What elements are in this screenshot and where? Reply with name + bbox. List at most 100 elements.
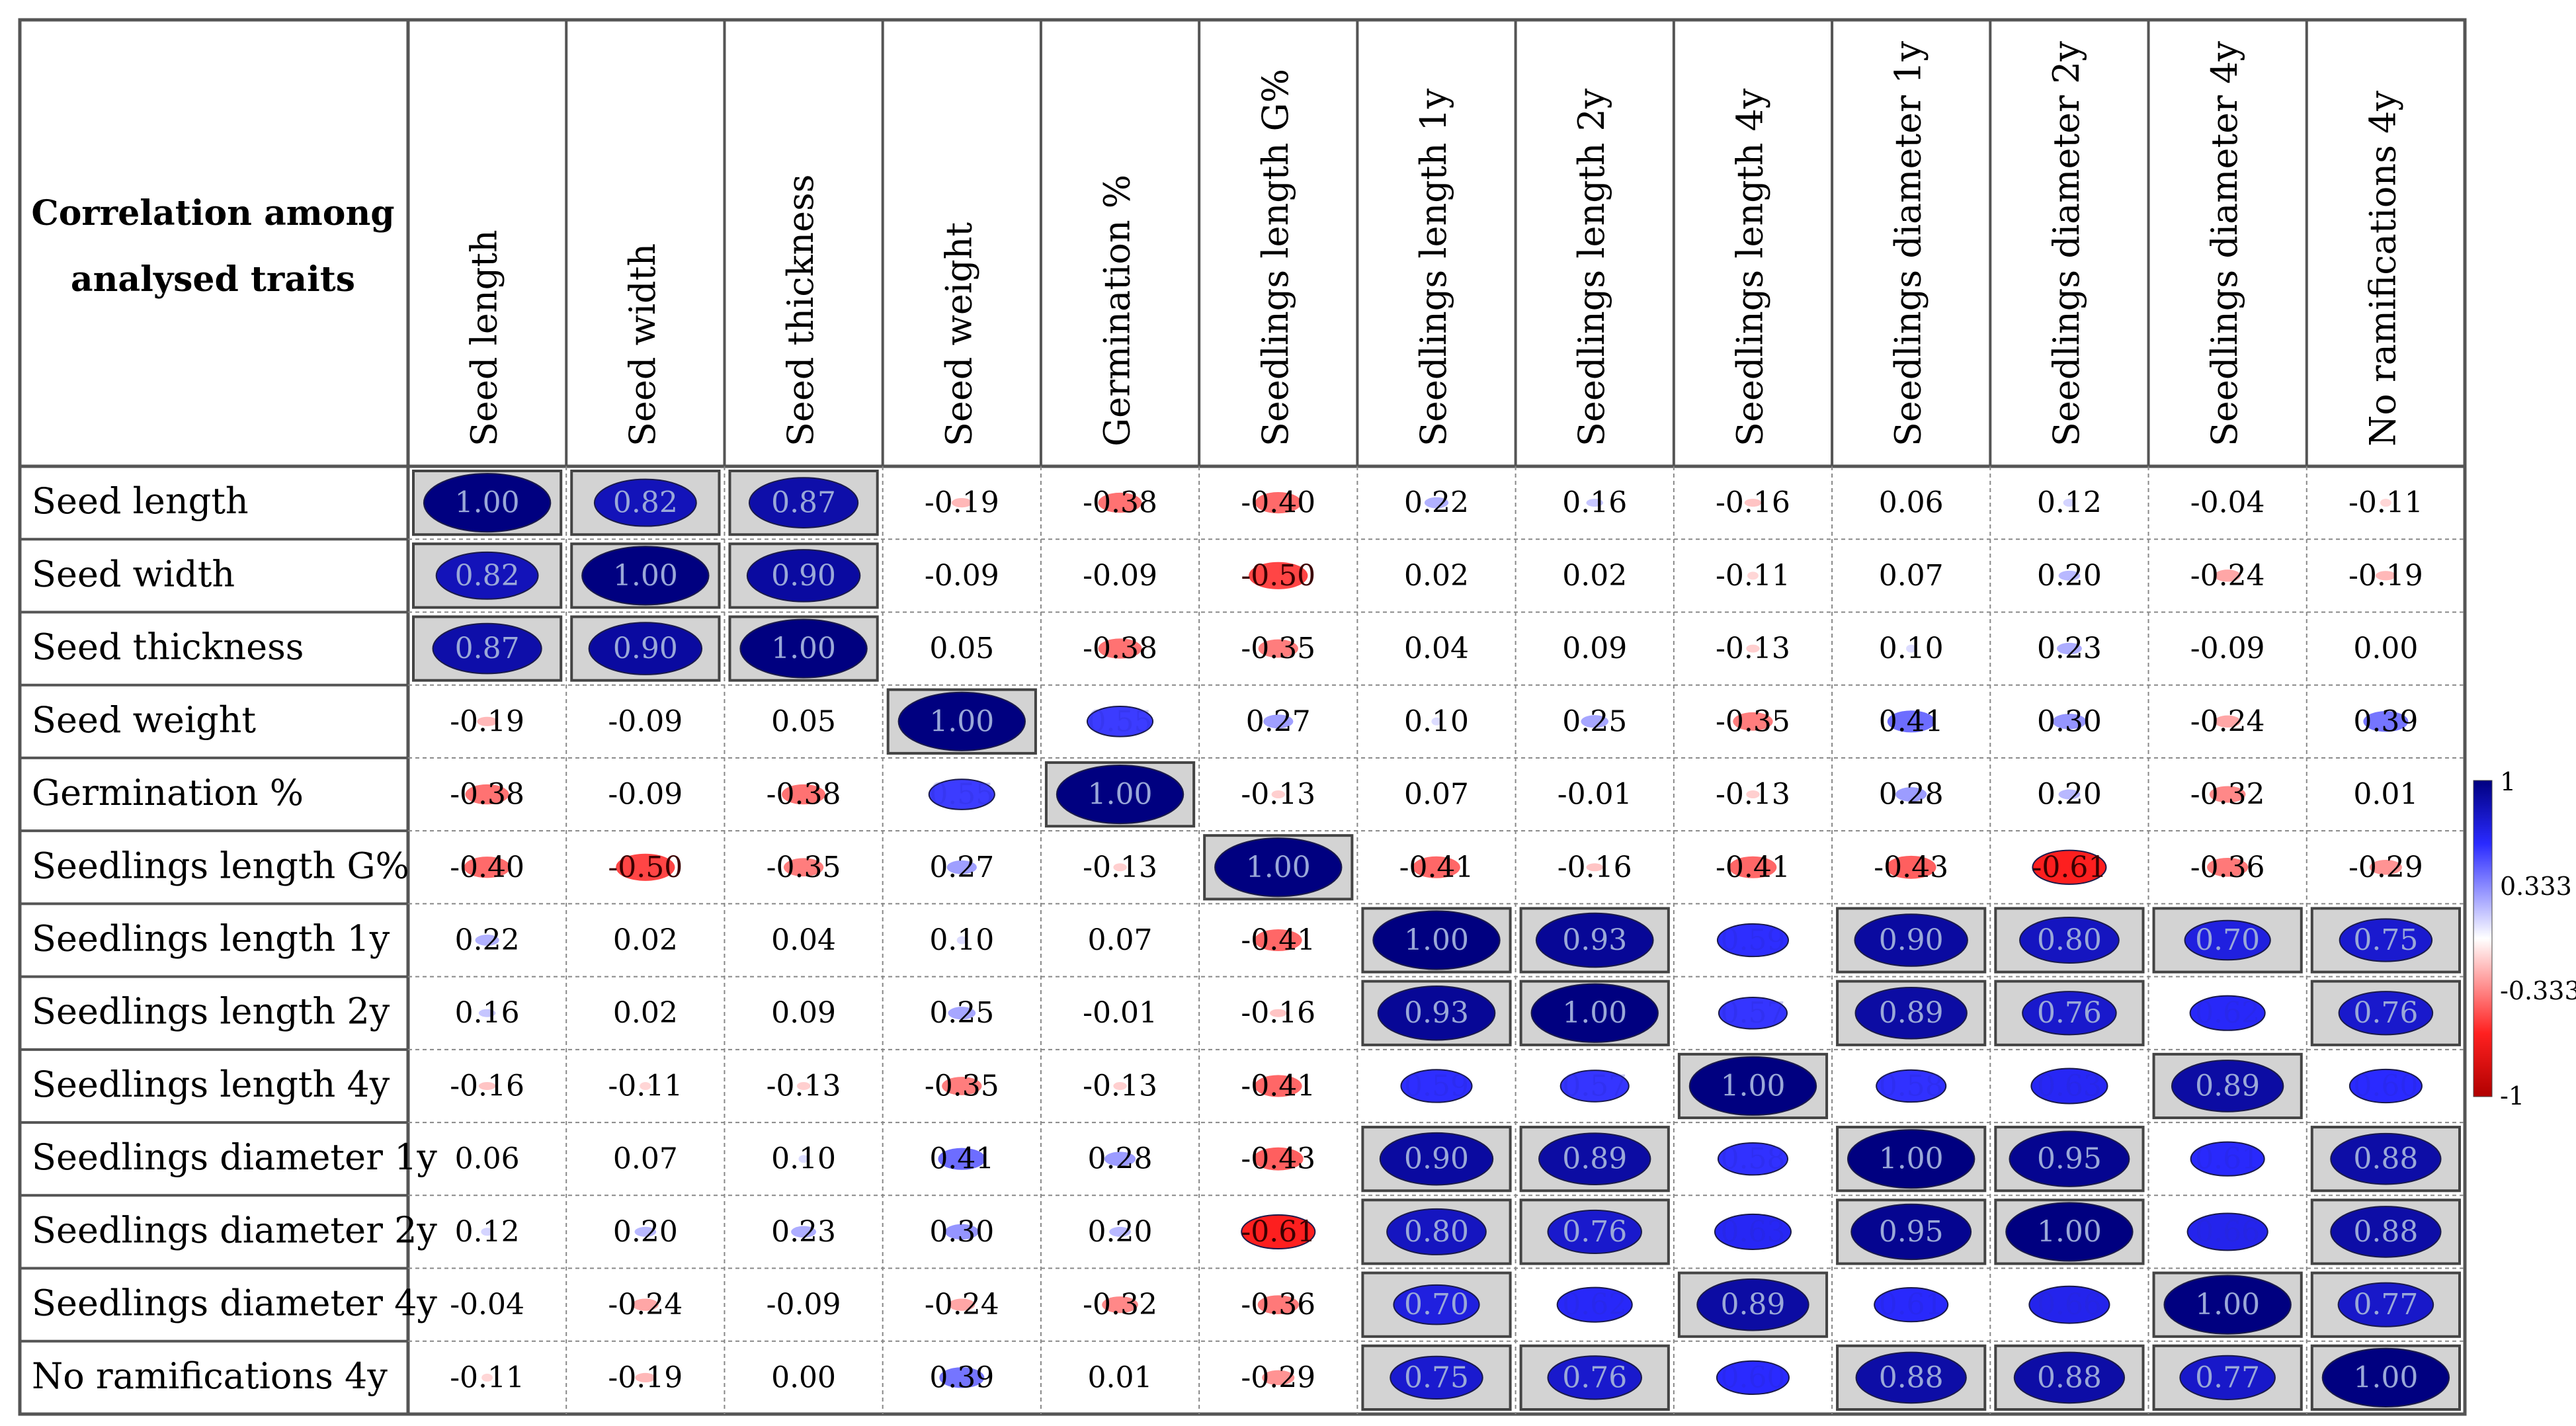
cell-seedlings-length-4y-x-seed-weight: -0.35 xyxy=(925,1069,999,1103)
cell-no-ramifications-4y-x-seed-thickness: 0.00 xyxy=(771,1361,836,1394)
cell-seedlings-diameter-2y-x-seed-thickness: 0.23 xyxy=(771,1215,836,1249)
correlation-ellipse xyxy=(2207,857,2249,877)
cell-no-ramifications-4y-x-seedlings-length-gpct: -0.29 xyxy=(1241,1361,1315,1394)
cell-seedlings-diameter-4y-x-seedlings-length-1y: 0.70 xyxy=(1404,1288,1469,1321)
correlation-ellipse xyxy=(1547,1355,1642,1400)
cell-no-ramifications-4y-x-germination-pct: 0.01 xyxy=(1088,1361,1153,1394)
correlation-ellipse xyxy=(1086,705,1154,737)
correlation-ellipse xyxy=(2022,991,2117,1036)
cell-no-ramifications-4y-x-seedlings-diameter-4y: 0.77 xyxy=(2195,1361,2260,1394)
correlation-ellipse xyxy=(1372,910,1501,970)
cell-seedlings-length-4y-x-seed-length: -0.16 xyxy=(450,1069,524,1103)
cell-seedlings-diameter-1y-x-no-ramifications-4y: 0.88 xyxy=(2353,1142,2418,1176)
cell-seedlings-length-2y-x-germination-pct: -0.01 xyxy=(1083,996,1157,1030)
correlation-ellipse xyxy=(1270,1009,1287,1017)
cell-germination-pct-x-seedlings-length-2y: -0.01 xyxy=(1558,778,1632,812)
row-label-germination-pct: Germination % xyxy=(32,772,304,814)
table-title: Correlation among analysed traits xyxy=(31,193,394,300)
correlation-ellipse xyxy=(1744,499,1762,507)
correlation-ellipse xyxy=(1556,1286,1633,1323)
correlation-ellipse xyxy=(1098,638,1142,659)
cell-no-ramifications-4y-x-seed-width: -0.19 xyxy=(608,1361,683,1394)
cell-germination-pct-x-seed-weight: 0.55 xyxy=(929,778,994,812)
cell-seedlings-length-4y-x-seedlings-diameter-4y: 0.89 xyxy=(2195,1069,2260,1103)
row-label-seed-length: Seed length xyxy=(32,480,249,522)
row-label-seedlings-length-gpct: Seedlings length G% xyxy=(32,845,409,886)
correlation-ellipse xyxy=(1249,562,1308,589)
correlation-ellipse xyxy=(1874,1287,1949,1323)
cell-no-ramifications-4y-x-seedlings-diameter-1y: 0.88 xyxy=(1879,1361,1944,1394)
correlation-ellipse xyxy=(2214,715,2241,728)
correlation-ellipse xyxy=(1113,1081,1127,1090)
correlation-ellipse xyxy=(465,784,509,805)
cell-seedlings-length-1y-x-seed-width: 0.02 xyxy=(613,923,678,957)
cell-seedlings-length-4y-x-seedlings-length-gpct: -0.41 xyxy=(1241,1069,1315,1103)
cell-no-ramifications-4y-x-seedlings-length-4y: 0.60 xyxy=(1720,1361,1785,1394)
cell-seedlings-diameter-1y-x-seedlings-diameter-1y: 1.00 xyxy=(1879,1142,1944,1176)
cell-seed-length-x-seed-weight: -0.19 xyxy=(925,486,999,520)
correlation-ellipse xyxy=(1746,790,1760,799)
cell-seedlings-length-1y-x-seedlings-diameter-2y: 0.80 xyxy=(2037,923,2102,957)
correlation-ellipse xyxy=(2013,1351,2126,1404)
correlation-ellipse xyxy=(2032,849,2107,885)
correlation-ellipse xyxy=(946,860,977,874)
correlation-ellipse xyxy=(1696,1278,1809,1331)
cell-seedlings-diameter-4y-x-no-ramifications-4y: 0.77 xyxy=(2353,1288,2418,1321)
correlation-ellipse xyxy=(2052,714,2087,730)
row-label-seed-weight: Seed weight xyxy=(32,699,256,741)
cell-seedlings-length-2y-x-seedlings-length-1y: 0.93 xyxy=(1404,996,1469,1030)
cell-germination-pct-x-seed-width: -0.09 xyxy=(608,778,683,812)
cell-germination-pct-x-seed-length: -0.38 xyxy=(450,778,524,812)
cell-seedlings-diameter-1y-x-seed-weight: 0.41 xyxy=(929,1142,994,1176)
cell-seed-weight-x-seedlings-length-1y: 0.10 xyxy=(1404,704,1469,738)
cell-seed-thickness-x-seedlings-length-1y: 0.04 xyxy=(1404,632,1469,665)
correlation-ellipse xyxy=(1906,644,1917,653)
cell-seed-width-x-seedlings-length-gpct: -0.50 xyxy=(1241,559,1315,593)
correlation-ellipse xyxy=(928,778,995,810)
cell-seedlings-length-1y-x-seedlings-length-1y: 1.00 xyxy=(1404,923,1469,957)
cell-seedlings-length-gpct-x-seed-weight: 0.27 xyxy=(929,851,994,884)
cell-seedlings-diameter-4y-x-seedlings-diameter-1y: 0.61 xyxy=(1879,1288,1944,1321)
correlation-ellipse xyxy=(1876,1069,1947,1103)
cell-seedlings-length-1y-x-seedlings-length-4y: 0.59 xyxy=(1720,923,1785,957)
correlation-ellipse xyxy=(1390,1355,1483,1400)
cell-no-ramifications-4y-x-seedlings-diameter-2y: 0.88 xyxy=(2037,1361,2102,1394)
correlation-ellipse xyxy=(1431,717,1442,726)
color-scale-legend: 1 0.333 -0.333 -1 xyxy=(2473,767,2576,1111)
correlation-ellipse xyxy=(481,1228,493,1236)
cell-seedlings-length-gpct-x-seedlings-length-2y: -0.16 xyxy=(1558,851,1632,884)
cell-no-ramifications-4y-x-seed-length: -0.11 xyxy=(450,1361,524,1394)
cell-seedlings-diameter-1y-x-seed-thickness: 0.10 xyxy=(771,1142,836,1176)
column-header-seedlings-diameter-1y: Seedlings diameter 1y xyxy=(1888,41,1929,446)
correlation-ellipse xyxy=(635,1372,656,1382)
correlation-ellipse xyxy=(1688,1056,1817,1116)
correlation-ellipse xyxy=(432,622,542,675)
legend-tick-neg1: -1 xyxy=(2500,1081,2524,1111)
cell-seed-weight-x-seed-weight: 1.00 xyxy=(929,704,994,738)
cell-seedlings-diameter-1y-x-seed-length: 0.06 xyxy=(455,1142,520,1176)
cell-seed-length-x-seedlings-diameter-4y: -0.04 xyxy=(2190,486,2265,520)
correlation-ellipse xyxy=(782,784,826,805)
correlation-ellipse xyxy=(1254,1075,1302,1097)
cell-seedlings-diameter-4y-x-seed-width: -0.24 xyxy=(608,1288,683,1321)
correlation-ellipse xyxy=(2330,1132,2442,1185)
correlation-ellipse xyxy=(2321,1347,2450,1407)
cell-seedlings-diameter-1y-x-seedlings-length-1y: 0.90 xyxy=(1404,1142,1469,1176)
cell-seed-thickness-x-seed-width: 0.90 xyxy=(613,632,678,665)
column-header-seedlings-length-1y: Seedlings length 1y xyxy=(1413,88,1454,446)
cell-seed-length-x-seedlings-length-4y: -0.16 xyxy=(1716,486,1790,520)
trait-headers: Seed length Seed length Seed width Seed wid… xyxy=(32,41,2403,1397)
cell-seedlings-length-1y-x-no-ramifications-4y: 0.75 xyxy=(2353,923,2418,957)
cell-seedlings-length-4y-x-seed-width: -0.11 xyxy=(608,1069,683,1103)
correlation-ellipse xyxy=(464,857,511,878)
cell-germination-pct-x-germination-pct: 1.00 xyxy=(1088,778,1153,812)
cell-seedlings-length-1y-x-germination-pct: 0.07 xyxy=(1088,923,1153,957)
grid-lines xyxy=(18,18,2467,1416)
correlation-ellipse xyxy=(2337,1282,2434,1327)
correlation-ellipse xyxy=(1257,1295,1299,1314)
cell-seedlings-length-1y-x-seed-weight: 0.10 xyxy=(929,923,994,957)
cell-seed-weight-x-seed-length: -0.19 xyxy=(450,704,524,738)
row-label-seedlings-length-1y: Seedlings length 1y xyxy=(32,918,390,960)
cell-seed-width-x-seedlings-length-2y: 0.02 xyxy=(1562,559,1627,593)
